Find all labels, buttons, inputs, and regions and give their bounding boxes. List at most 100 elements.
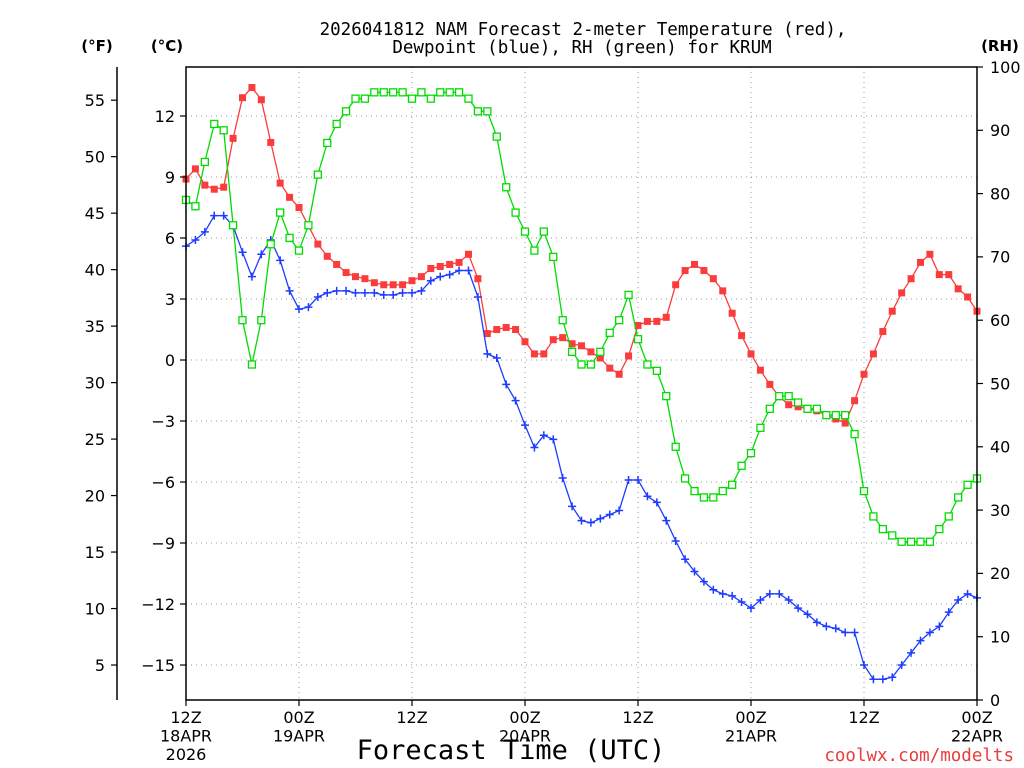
celsius-tick-label: −6	[151, 473, 175, 492]
dewpoint-point	[389, 290, 398, 299]
temperature-point	[879, 328, 887, 336]
dewpoint-point	[295, 305, 303, 314]
dewpoint-point	[652, 498, 661, 507]
rh-point	[775, 392, 784, 401]
dewpoint-point	[379, 290, 388, 299]
dewpoint-point	[257, 250, 266, 259]
temperature-point	[380, 281, 388, 289]
dewpoint-point	[765, 589, 774, 598]
dewpoint-point	[916, 636, 925, 645]
time-tick-label: 12Z	[170, 708, 201, 727]
temperature-point	[559, 334, 567, 342]
dewpoint-point	[728, 591, 737, 600]
temperature-point	[257, 96, 265, 104]
dewpoint-point	[417, 286, 426, 295]
dewpoint-point	[624, 475, 633, 484]
dewpoint-point	[812, 618, 821, 627]
dewpoint-point	[511, 396, 520, 405]
fahrenheit-tick-label: 15	[85, 543, 105, 562]
rh-point	[793, 398, 803, 407]
rh-point	[567, 347, 577, 357]
temperature-point	[860, 370, 868, 378]
dewpoint-point	[408, 288, 416, 297]
dewpoint-point	[464, 266, 473, 275]
rh-tick-label: 40	[990, 438, 1010, 457]
temperature-point	[276, 179, 284, 187]
temperature-point	[625, 352, 633, 360]
rh-point	[426, 94, 435, 103]
rh-point	[247, 360, 257, 369]
rh-point	[690, 486, 699, 496]
temperature-point	[907, 275, 915, 283]
rh-point	[228, 221, 238, 230]
rh-point	[520, 227, 530, 236]
time-tick-label: 12Z	[396, 708, 427, 727]
rh-point	[332, 119, 341, 129]
dewpoint-point	[210, 211, 219, 220]
temperature-point	[521, 338, 529, 346]
rh-point	[502, 183, 511, 192]
rh-point	[210, 119, 219, 129]
rh-point	[916, 537, 925, 546]
dewpoint-point	[539, 431, 548, 440]
temperature-point	[267, 138, 275, 146]
dewpoint-point	[907, 648, 916, 657]
fahrenheit-tick-label: 10	[85, 599, 105, 618]
celsius-tick-label: 0	[165, 351, 175, 370]
rh-point	[671, 442, 680, 451]
dewpoint-point	[954, 595, 963, 604]
dewpoint-point	[699, 577, 708, 586]
dewpoint-point	[860, 661, 868, 670]
temperature-point	[286, 193, 294, 201]
dewpoint-point	[737, 597, 746, 606]
temperature-point	[210, 185, 218, 193]
dewpoint-point	[718, 589, 727, 598]
rh-point	[417, 88, 426, 97]
celsius-tick-label: 9	[165, 168, 175, 187]
dewpoint-point	[841, 628, 850, 637]
rh-point	[935, 524, 944, 534]
rh-axis-unit-label: (RH)	[981, 37, 1019, 55]
temperature-point	[370, 279, 378, 287]
fahrenheit-tick-label: 40	[85, 260, 105, 279]
rh-point	[407, 94, 417, 103]
temperature-point	[483, 330, 491, 338]
dewpoint-point	[360, 288, 369, 297]
fahrenheit-tick-label: 35	[85, 317, 105, 336]
temperature-point	[493, 326, 501, 334]
dewpoint-point	[944, 608, 953, 617]
rh-point	[709, 493, 718, 502]
dewpoint-point	[822, 622, 831, 631]
temperature-point	[229, 134, 237, 142]
temperature-point	[917, 258, 924, 266]
temperature-point	[587, 348, 595, 356]
temperature-point	[662, 313, 670, 321]
dewpoint-point	[351, 288, 360, 297]
celsius-axis-unit-label: (°C)	[151, 37, 183, 55]
temperature-point	[314, 240, 322, 248]
dewpoint-point	[426, 276, 435, 285]
celsius-axis: 12 9 6 3 0 −3 −6 −9 −12 −15	[141, 107, 186, 675]
dewpoint-point	[615, 506, 624, 515]
time-tick-label: 19APR	[273, 727, 325, 746]
dewpoint-point	[605, 510, 614, 519]
dewpoint-point	[878, 675, 887, 684]
rh-point	[869, 512, 878, 521]
rh-point	[389, 88, 398, 97]
dewpoint-point	[370, 288, 379, 297]
dewpoint-point	[925, 628, 934, 637]
rh-point	[718, 486, 727, 496]
temperature-point	[512, 326, 520, 334]
rh-point	[257, 316, 266, 325]
dewpoint-point	[200, 227, 209, 236]
dewpoint-point	[568, 502, 577, 511]
dewpoint-point	[803, 610, 812, 619]
rh-point	[737, 461, 746, 470]
temperature-point	[728, 309, 736, 317]
rh-point	[812, 404, 822, 413]
rh-point	[784, 392, 793, 401]
time-tick-label: 12Z	[848, 708, 879, 727]
rh-tick-label: 70	[990, 248, 1010, 267]
